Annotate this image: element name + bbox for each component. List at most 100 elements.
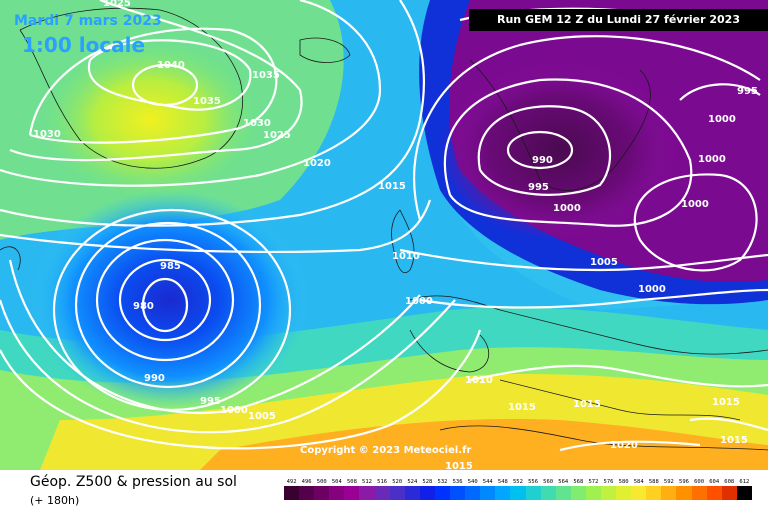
pressure-label: 990 [532,155,553,166]
legend-swatch [419,486,435,500]
pressure-label: 1015 [508,402,536,413]
legend-swatch [404,486,420,500]
coast-europe [409,295,768,355]
pressure-label: 1035 [193,96,221,107]
lead-time: (+ 180h) [30,494,80,507]
legend-value: 516 [377,479,388,485]
legend-swatch [480,486,496,500]
isobar-low-980 [141,277,189,333]
pressure-label: 1000 [708,114,736,125]
legend-swatch [721,486,737,500]
legend-swatch [661,486,677,500]
legend-swatch [631,486,647,500]
legend-swatch [525,486,541,500]
legend-swatch [359,486,375,500]
isobar-1005-europe [399,248,768,272]
isobar-low-990a [95,238,235,362]
legend-value: 544 [482,479,493,485]
pressure-label: 1015 [712,397,740,408]
coastlines [0,7,768,451]
pressure-label: 1010 [392,251,420,262]
legend-value: 504 [331,479,342,485]
pressure-label: 1015 [378,181,406,192]
pressure-label: 995 [737,86,758,97]
legend-swatch [600,486,617,500]
footer-bar: Géop. Z500 & pression au sol (+ 180h) 49… [0,470,768,512]
legend-swatch [555,486,571,500]
pressure-label: 1020 [610,440,638,451]
isobar-1010-mid [0,199,432,253]
pressure-label: 1000 [220,405,248,416]
isobar-1000-sw [8,259,421,415]
legend-value: 600 [694,479,705,485]
pressure-label: 1005 [248,411,276,422]
legend-swatch [585,486,601,500]
legend-value: 572 [588,479,599,485]
legend-value: 492 [286,479,297,485]
isobar-1010-europe [419,288,768,309]
legend-value: 604 [709,479,720,485]
legend-swatch [706,486,722,500]
coast-mediterranean [499,379,741,421]
isobar-low-990-east [506,130,574,170]
legend-value: 560 [543,479,554,485]
low-scandinavia-core [440,60,680,240]
legend-swatch [450,486,466,500]
pressure-label: 995 [200,396,221,407]
copyright-text: Copyright © 2023 Meteociel.fr [300,445,472,456]
pressure-label: 1025 [263,130,291,141]
legend-bar [284,486,752,500]
legend-value: 580 [618,479,629,485]
legend-swatch [374,486,390,500]
pressure-label: 985 [160,261,181,272]
legend-value: 512 [362,479,372,485]
pressure-label: 1005 [590,257,618,268]
isobar-1015-europe [469,364,768,388]
legend-value: 508 [346,479,357,485]
isobars [0,0,768,452]
pressure-label: 1010 [465,375,493,386]
isobar-1010 [0,329,482,450]
pressure-label: 980 [133,301,154,312]
isobar-1005-sw [0,299,456,434]
field-title: Géop. Z500 & pression au sol [30,474,237,490]
legend-swatch [540,486,556,500]
pressure-label: 1000 [681,199,709,210]
legend-value: 532 [437,479,448,485]
pressure-label: 990 [144,373,165,384]
legend-swatch [510,486,526,500]
legend-value: 568 [573,479,584,485]
pressure-label: 1000 [638,284,666,295]
coast-greenland [19,7,243,169]
color-legend: 492 496 500 504 508 512 516 520 524 528 532 536 540 5… [284,479,752,500]
legend-value: 576 [603,479,614,485]
isobar-995-far-east [679,83,761,101]
coast-scandinavia [469,59,651,191]
isobar-1005-east [412,35,761,221]
isobar-1025 [9,0,303,162]
field-band-orange-south [200,419,768,470]
isobar-1020 [0,0,382,187]
pressure-label: 1040 [157,60,185,71]
legend-value: 520 [392,479,403,485]
legend-value: 528 [422,479,433,485]
pressure-label: 1000 [698,154,726,165]
legend-swatch [691,486,707,500]
coast-africa [439,425,768,451]
legend-value: 584 [633,479,644,485]
legend-swatch [736,486,752,500]
legend-value: 564 [558,479,569,485]
pressure-label: 1015 [720,435,748,446]
isobar-1035 [87,39,252,111]
run-info-box: Run GEM 12 Z du Lundi 27 février 2023 [469,9,768,31]
legend-value: 556 [528,479,539,485]
legend-swatch [616,486,632,500]
legend-value: 596 [679,479,689,485]
pressure-label: 1030 [33,129,61,140]
pressure-label: 1015 [445,461,473,470]
legend-swatch [676,486,692,500]
legend-value: 536 [452,479,463,485]
legend-swatch [495,486,511,500]
isobar-1015 [0,0,426,227]
legend-value: 524 [407,479,418,485]
